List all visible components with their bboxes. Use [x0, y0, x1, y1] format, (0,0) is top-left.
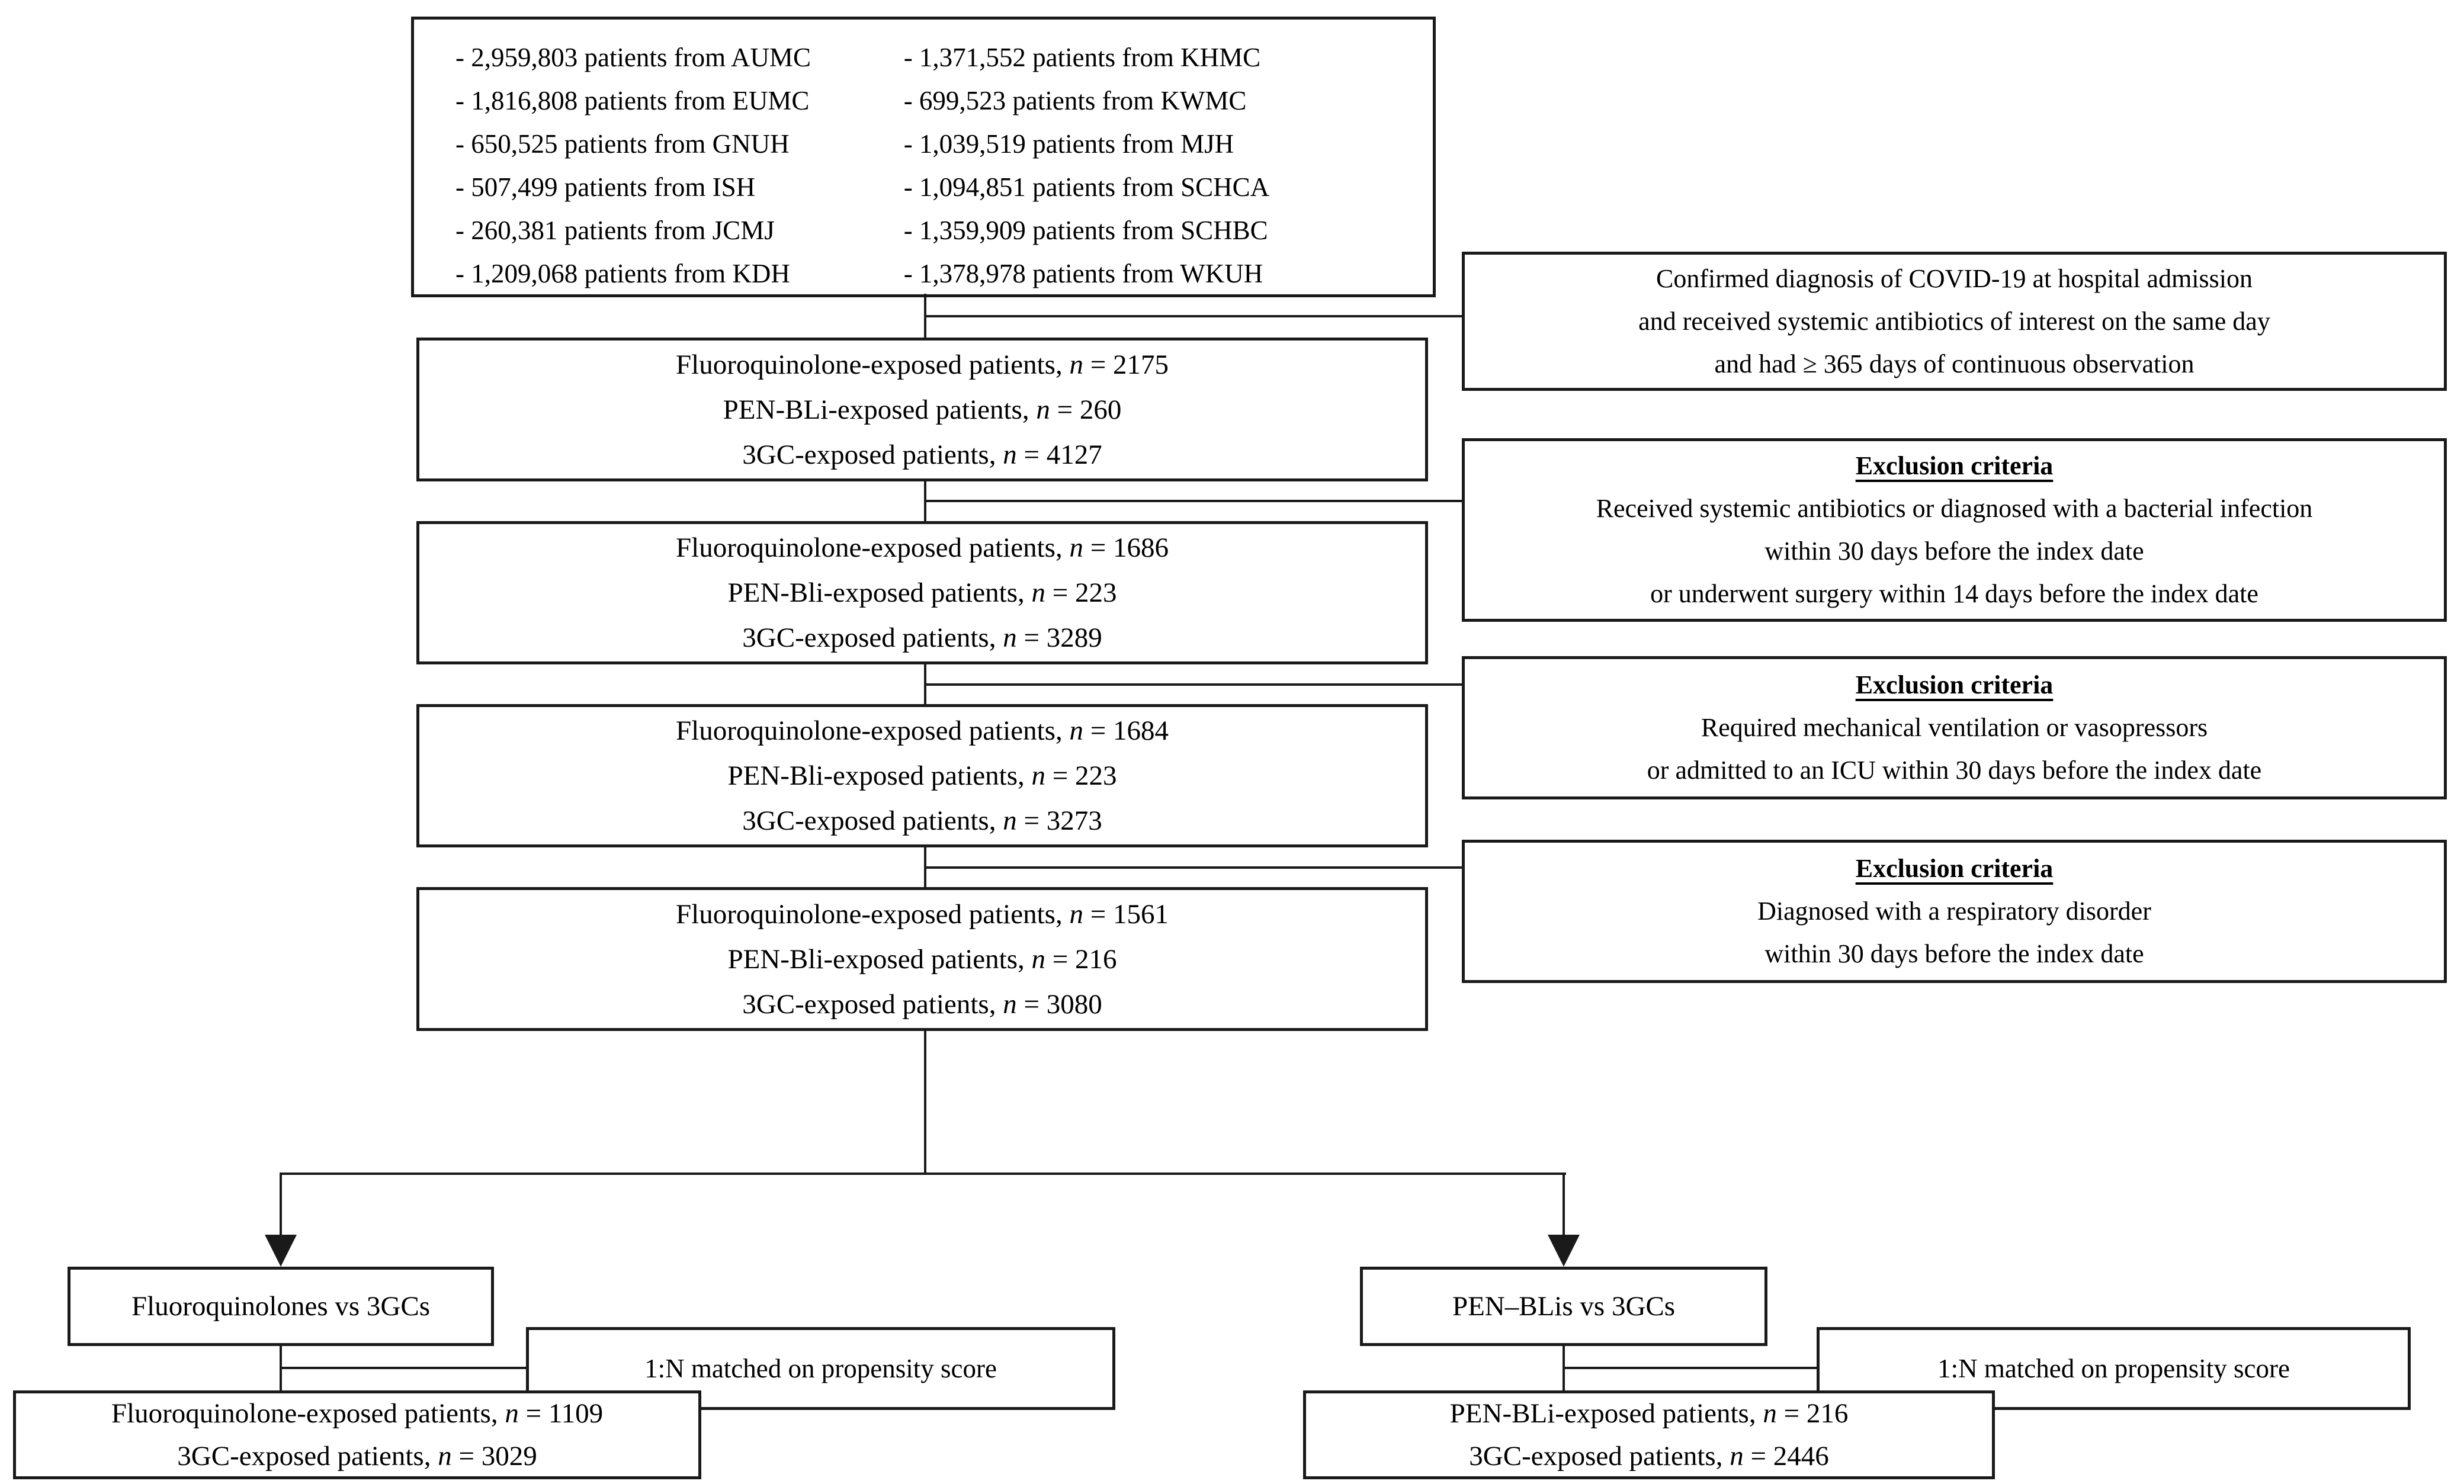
cohort-box-after-exclusion-1: Fluoroquinolone-exposed patients, n = 16…: [416, 521, 1428, 664]
text-line: and received systemic antibiotics of int…: [1638, 306, 2270, 336]
cohort-count-line: PEN-Bli-exposed patients, n = 223: [727, 577, 1117, 608]
connector-cohort-4-down: [924, 1030, 926, 1175]
exclusion-lines-2: Required mechanical ventilation or vasop…: [1647, 706, 2261, 792]
branch-right-title-box: PEN–BLis vs 3GCs: [1360, 1267, 1767, 1346]
cohort-count-line: 3GC-exposed patients, n = 3080: [742, 988, 1102, 1020]
exclusion-title-2: Exclusion criteria: [1855, 670, 2054, 699]
text-line: Required mechanical ventilation or vasop…: [1701, 713, 2208, 742]
connector-branch-split: [280, 1173, 1566, 1175]
cohort-count-line: Fluoroquinolone-exposed patients, n = 16…: [676, 532, 1169, 563]
source-population-box: - 2,959,803 patients from AUMC - 1,816,80…: [411, 17, 1436, 297]
text-line: - 699,523 patients from KWMC: [903, 86, 1247, 115]
cohort-count-line: Fluoroquinolone-exposed patients, n = 15…: [676, 898, 1169, 930]
connector-to-exclusion-box-2: [925, 683, 1462, 686]
text-line: - 650,525 patients from GNUH: [455, 129, 790, 159]
cohort-count-line: 3GC-exposed patients, n = 2446: [1469, 1441, 1829, 1472]
text-line: - 507,499 patients from ISH: [455, 172, 756, 202]
text-line: Received systemic antibiotics or diagnos…: [1596, 494, 2313, 523]
text-line: within 30 days before the index date: [1764, 939, 2144, 968]
text-line: and had ≥ 365 days of continuous observa…: [1714, 349, 2194, 378]
connector-right-to-match-box: [1564, 1367, 1817, 1369]
text-line: or admitted to an ICU within 30 days bef…: [1647, 756, 2262, 785]
connector-branch-left-drop: [280, 1173, 282, 1236]
text-line: - 260,381 patients from JCMJ: [455, 216, 775, 245]
branch-left-title-box: Fluoroquinolones vs 3GCs: [68, 1267, 494, 1346]
cohort-count-line: PEN-Bli-exposed patients, n = 223: [727, 760, 1117, 791]
cohort-count-line: PEN-Bli-exposed patients, n = 216: [727, 943, 1117, 975]
exclusion-lines-3: Diagnosed with a respiratory disorder wit…: [1757, 890, 2151, 975]
cohort-box-initial: Fluoroquinolone-exposed patients, n = 21…: [416, 338, 1428, 481]
connector-to-inclusion-box: [925, 315, 1462, 317]
text-line: - 2,959,803 patients from AUMC: [455, 43, 811, 72]
text-line: - 1,209,068 patients from KDH: [455, 259, 790, 288]
connector-left-to-match-box: [281, 1367, 526, 1369]
text-line: - 1,816,808 patients from EUMC: [455, 86, 810, 115]
text-line: Diagnosed with a respiratory disorder: [1757, 897, 2151, 926]
arrow-down-right-icon: [1548, 1235, 1580, 1267]
branch-left-final-cohort-box: Fluoroquinolone-exposed patients, n = 11…: [13, 1390, 701, 1479]
cohort-count-line: Fluoroquinolone-exposed patients, n = 11…: [111, 1398, 604, 1429]
branch-right-final-cohort-box: PEN-BLi-exposed patients, n = 216 3GC-exp…: [1303, 1390, 1995, 1479]
connector-to-exclusion-box-1: [925, 500, 1462, 502]
source-hospitals-column-1: - 2,959,803 patients from AUMC - 1,816,80…: [455, 36, 904, 295]
cohort-count-line: 3GC-exposed patients, n = 3289: [742, 622, 1102, 653]
text-line: - 1,378,978 patients from WKUH: [903, 259, 1263, 288]
exclusion-title-3: Exclusion criteria: [1855, 854, 2054, 883]
exclusion-criteria-box-2: Exclusion criteria Required mechanical v…: [1462, 656, 2447, 799]
text-line: or underwent surgery within 14 days befo…: [1650, 579, 2258, 608]
source-hospitals-column-2: - 1,371,552 patients from KHMC - 699,523 …: [904, 36, 1409, 295]
connector-branch-right-drop: [1563, 1173, 1565, 1236]
exclusion-criteria-box-3: Exclusion criteria Diagnosed with a resp…: [1462, 840, 2447, 983]
text-line: - 1,039,519 patients from MJH: [903, 129, 1234, 159]
cohort-box-after-exclusion-3: Fluoroquinolone-exposed patients, n = 15…: [416, 887, 1428, 1031]
text-line: - 1,371,552 patients from KHMC: [903, 43, 1261, 72]
text-line: - 1,094,851 patients from SCHCA: [903, 172, 1270, 202]
cohort-count-line: Fluoroquinolone-exposed patients, n = 16…: [676, 715, 1169, 746]
exclusion-criteria-box-1: Exclusion criteria Received systemic ant…: [1462, 438, 2447, 622]
text-line: within 30 days before the index date: [1764, 537, 2144, 566]
cohort-count-line: PEN-BLi-exposed patients, n = 216: [1449, 1398, 1849, 1429]
connector-to-exclusion-box-3: [925, 866, 1462, 869]
cohort-count-line: 3GC-exposed patients, n = 4127: [742, 439, 1102, 470]
cohort-box-after-exclusion-2: Fluoroquinolone-exposed patients, n = 16…: [416, 704, 1428, 847]
cohort-count-line: Fluoroquinolone-exposed patients, n = 21…: [676, 349, 1169, 380]
arrow-down-left-icon: [265, 1235, 297, 1267]
cohort-count-line: PEN-BLi-exposed patients, n = 260: [723, 394, 1122, 425]
text-line: - 1,359,909 patients from SCHBC: [903, 216, 1268, 245]
cohort-count-line: 3GC-exposed patients, n = 3273: [742, 805, 1102, 836]
branch-right-match-box: 1:N matched on propensity score: [1817, 1327, 2411, 1410]
text-line: Confirmed diagnosis of COVID-19 at hospi…: [1656, 264, 2253, 293]
exclusion-lines-1: Received systemic antibiotics or diagnos…: [1596, 487, 2313, 615]
inclusion-criteria-box: Confirmed diagnosis of COVID-19 at hospi…: [1462, 252, 2447, 391]
cohort-count-line: 3GC-exposed patients, n = 3029: [177, 1441, 537, 1472]
exclusion-title-1: Exclusion criteria: [1855, 451, 2054, 480]
